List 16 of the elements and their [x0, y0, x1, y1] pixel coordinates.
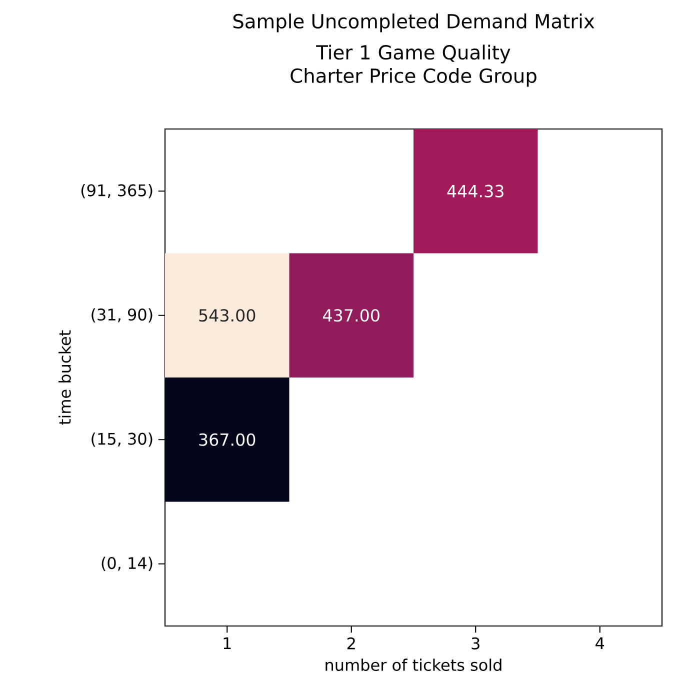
- y-tick-label: (15, 30): [92, 432, 152, 447]
- y-tick-label: (31, 90): [92, 308, 152, 323]
- x-tick-label: 4: [596, 637, 604, 650]
- y-tick-label: (0, 14): [102, 556, 152, 572]
- data-label: 367.00: [199, 433, 256, 446]
- chart-subtitle: Tier 1 Game Quality Charter Price Code Group: [290, 44, 536, 87]
- data-label: 437.00: [323, 309, 380, 322]
- chart-title: Sample Uncompleted Demand Matrix: [233, 14, 594, 32]
- y-axis-title: time bucket: [58, 330, 71, 425]
- x-tick-label: 2: [347, 637, 355, 650]
- x-tick-label: 3: [472, 637, 480, 650]
- x-tick-label: 1: [224, 637, 231, 650]
- y-tick-label: (91, 365): [81, 184, 152, 198]
- data-label: 444.33: [447, 184, 504, 198]
- data-label: 543.00: [199, 309, 256, 322]
- x-axis-title: number of tickets sold: [326, 658, 502, 672]
